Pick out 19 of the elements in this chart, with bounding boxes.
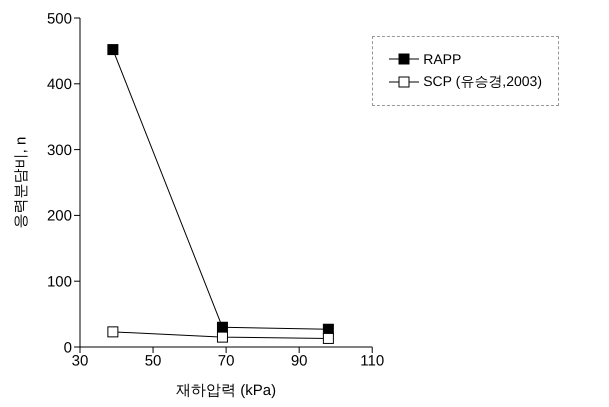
y-tick-label: 300 xyxy=(46,142,72,159)
point xyxy=(322,332,334,344)
y-tick-label: 500 xyxy=(46,10,72,28)
y-axis-title: 응력분담비, n xyxy=(12,136,30,228)
x-tick-label: 110 xyxy=(360,352,384,370)
x-tick-label: 50 xyxy=(144,352,162,370)
legend-label: RAPP xyxy=(423,51,462,67)
y-tick-label: 0 xyxy=(64,339,72,356)
point xyxy=(107,326,118,338)
x-axis-title: 재하압력 (kPa) xyxy=(176,382,276,399)
y-tick-label: 100 xyxy=(46,274,72,291)
point xyxy=(107,44,118,56)
legend-label: SCP (유승경,2003) xyxy=(423,73,542,91)
x-tick-label: 70 xyxy=(218,352,234,370)
y-tick-label: 200 xyxy=(46,208,72,225)
x-tick-label: 30 xyxy=(72,352,88,370)
x-tick-label: 90 xyxy=(290,352,308,370)
point xyxy=(216,332,228,343)
y-tick-label: 400 xyxy=(46,76,72,94)
